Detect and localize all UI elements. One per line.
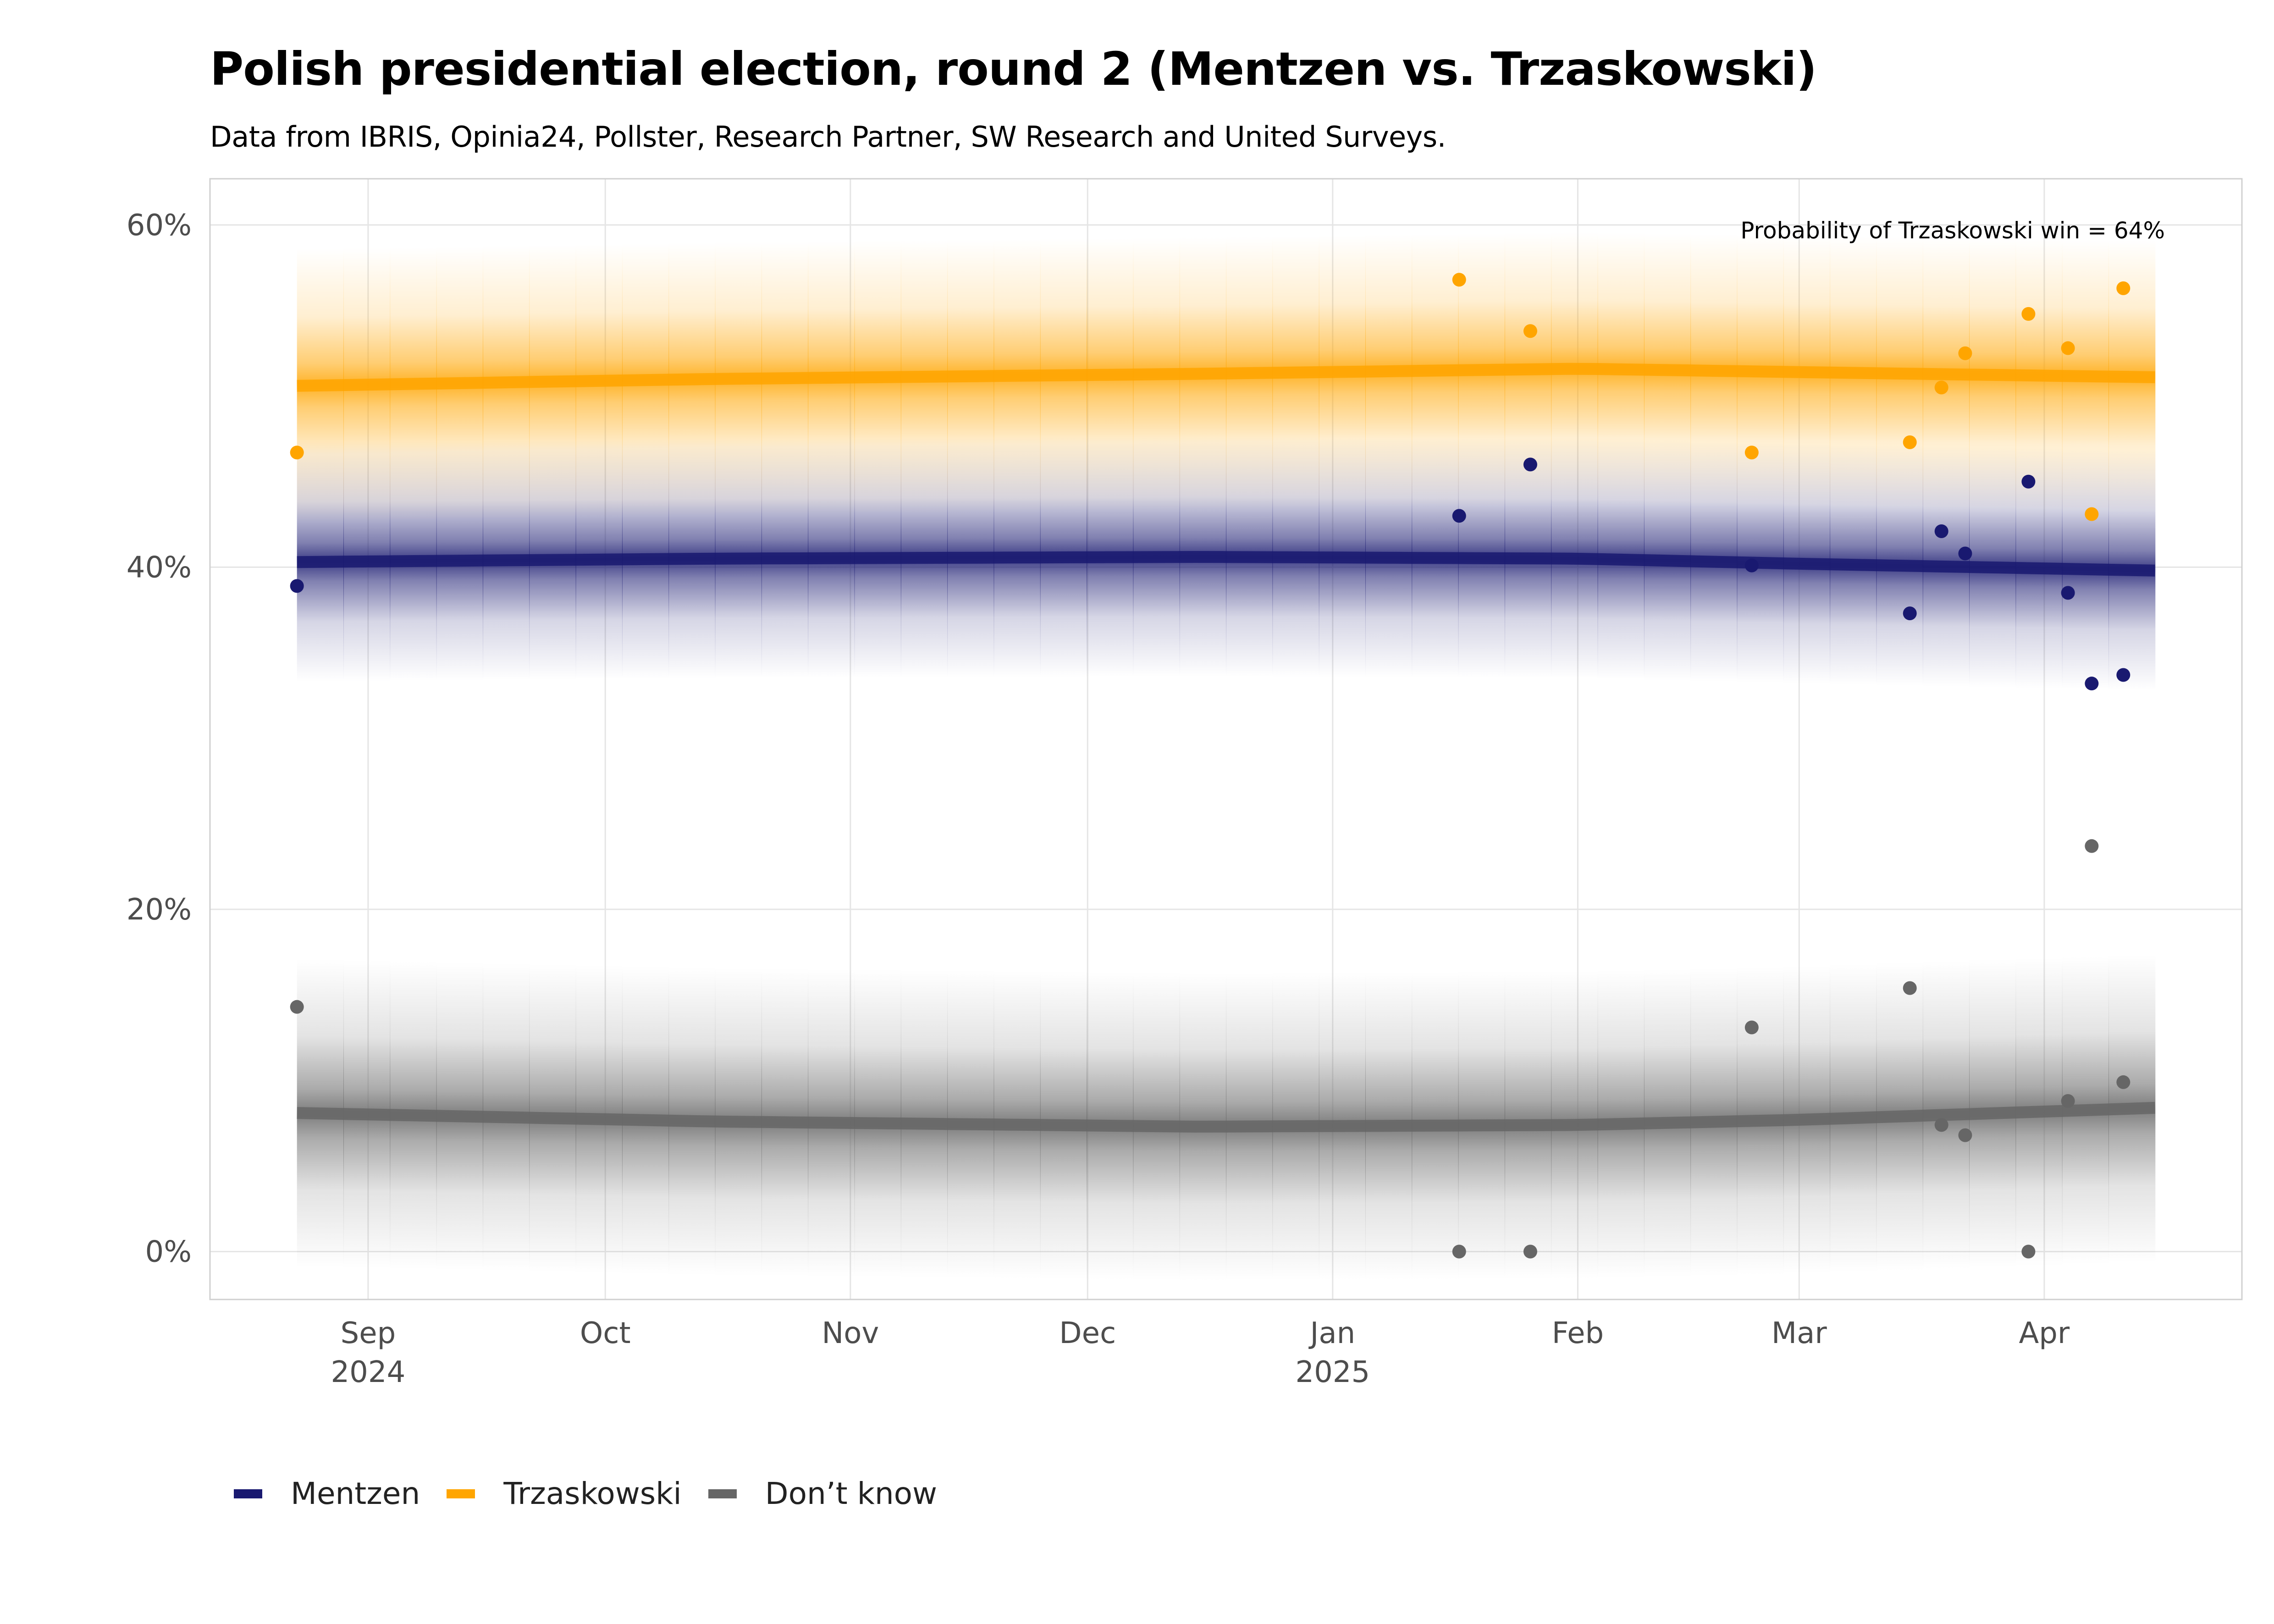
poll-point-don-t-know <box>1744 1020 1759 1035</box>
x-tick-year-label: 2025 <box>1295 1355 1370 1389</box>
poll-point-don-t-know <box>2021 1244 2036 1259</box>
legend-key-mentzen <box>234 1489 262 1498</box>
x-tick-label: Dec <box>1059 1316 1116 1350</box>
poll-point-trzaskowski <box>2085 507 2099 521</box>
legend-item-mentzen: Mentzen <box>234 1476 420 1511</box>
poll-point-don-t-know <box>2085 839 2099 853</box>
poll-point-don-t-know <box>1452 1244 1466 1259</box>
y-tick-label: 40% <box>127 551 192 584</box>
y-tick-label: 60% <box>127 209 192 242</box>
poll-point-don-t-know <box>1523 1244 1537 1259</box>
probability-annotation: Probability of Trzaskowski win = 64% <box>1740 217 2165 244</box>
x-tick-label: Jan <box>1308 1316 1355 1350</box>
trend-line-don-t-know <box>297 1101 2155 1133</box>
poll-point-don-t-know <box>1958 1128 1972 1142</box>
poll-point-mentzen <box>290 579 304 593</box>
poll-points <box>290 273 2130 1259</box>
poll-point-trzaskowski <box>1523 324 1537 338</box>
poll-point-trzaskowski <box>1744 446 1759 460</box>
legend-key-trzaskowski <box>447 1489 475 1498</box>
x-tick-label: Oct <box>580 1316 631 1350</box>
poll-point-mentzen <box>1934 524 1948 538</box>
poll-point-mentzen <box>1523 457 1537 472</box>
poll-point-trzaskowski <box>2061 341 2075 355</box>
trend-line-trzaskowski <box>297 363 2155 392</box>
x-tick-label: Sep <box>341 1316 396 1350</box>
y-tick-label: 0% <box>145 1235 192 1269</box>
axis-labels: 0% 20% 40% 60% Sep 2024 Oct Nov Dec Jan 2025 Feb Mar… <box>127 209 2070 1389</box>
legend-item-trzaskowski: Trzaskowski <box>447 1476 682 1511</box>
poll-point-don-t-know <box>2116 1075 2130 1089</box>
chart-title: Polish presidential election, round 2 (M… <box>210 42 1817 96</box>
poll-point-trzaskowski <box>2116 281 2130 295</box>
legend-label-dont-know: Don’t know <box>765 1476 938 1511</box>
legend-item-dont-know: Don’t know <box>708 1476 937 1511</box>
poll-point-don-t-know <box>290 1000 304 1014</box>
poll-point-mentzen <box>1452 509 1466 523</box>
y-tick-label: 20% <box>127 893 192 927</box>
poll-point-don-t-know <box>1934 1118 1948 1132</box>
x-tick-label: Apr <box>2019 1316 2070 1350</box>
x-tick-label: Nov <box>822 1316 879 1350</box>
legend-label-mentzen: Mentzen <box>291 1476 420 1511</box>
legend: Mentzen Trzaskowski Don’t know <box>234 1476 964 1511</box>
poll-point-trzaskowski <box>1934 380 1948 395</box>
poll-point-mentzen <box>2061 586 2075 600</box>
legend-key-dont-know <box>708 1489 737 1498</box>
poll-point-mentzen <box>2116 668 2130 682</box>
poll-point-trzaskowski <box>1958 346 1972 360</box>
trend-lines <box>297 363 2155 1133</box>
x-tick-year-label: 2024 <box>331 1355 405 1389</box>
poll-point-don-t-know <box>2061 1094 2075 1108</box>
trend-line-mentzen <box>297 551 2155 577</box>
poll-point-mentzen <box>2085 677 2099 691</box>
poll-point-trzaskowski <box>1452 273 1466 287</box>
poll-point-mentzen <box>1958 546 1972 561</box>
poll-point-mentzen <box>1903 606 1917 621</box>
poll-point-mentzen <box>2021 474 2036 489</box>
poll-point-trzaskowski <box>2021 307 2036 321</box>
x-tick-label: Mar <box>1772 1316 1827 1350</box>
plot-frame <box>209 178 2243 1300</box>
x-tick-label: Feb <box>1552 1316 1604 1350</box>
chart-subtitle: Data from IBRIS, Opinia24, Pollster, Res… <box>210 120 1446 154</box>
poll-point-trzaskowski <box>290 446 304 460</box>
poll-point-trzaskowski <box>1903 435 1917 449</box>
poll-point-don-t-know <box>1903 981 1917 995</box>
poll-point-mentzen <box>1744 558 1759 573</box>
legend-label-trzaskowski: Trzaskowski <box>503 1476 682 1511</box>
